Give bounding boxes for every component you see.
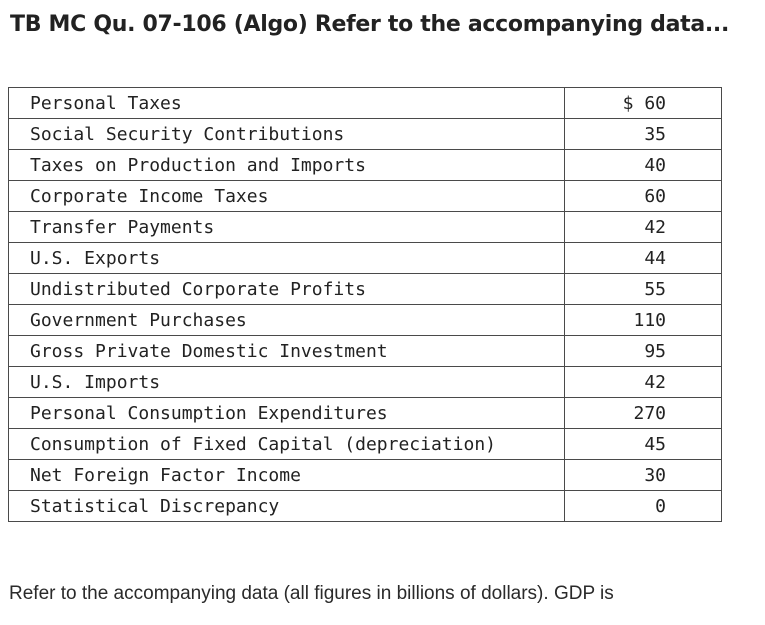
row-label: Transfer Payments <box>8 211 565 243</box>
row-label: Undistributed Corporate Profits <box>8 273 565 305</box>
row-label: Personal Consumption Expenditures <box>8 397 565 429</box>
data-table: Personal Taxes $ 60 Social Security Cont… <box>8 87 722 522</box>
row-value: 45 <box>564 428 722 460</box>
table-row: U.S. Imports 42 <box>8 366 722 398</box>
row-value: 40 <box>564 149 722 181</box>
row-label: Gross Private Domestic Investment <box>8 335 565 367</box>
row-label: U.S. Exports <box>8 242 565 274</box>
table-row: Statistical Discrepancy 0 <box>8 490 722 522</box>
table-row: Social Security Contributions 35 <box>8 118 722 150</box>
table-row: Taxes on Production and Imports 40 <box>8 149 722 181</box>
row-label: Consumption of Fixed Capital (depreciati… <box>8 428 565 460</box>
row-value: 55 <box>564 273 722 305</box>
row-label: Corporate Income Taxes <box>8 180 565 212</box>
row-value: $ 60 <box>564 87 722 119</box>
row-value: 44 <box>564 242 722 274</box>
table-row: Corporate Income Taxes 60 <box>8 180 722 212</box>
row-value: 270 <box>564 397 722 429</box>
row-value: 42 <box>564 366 722 398</box>
table-row: Undistributed Corporate Profits 55 <box>8 273 722 305</box>
row-label: Statistical Discrepancy <box>8 490 565 522</box>
row-label: Government Purchases <box>8 304 565 336</box>
table-row: Net Foreign Factor Income 30 <box>8 459 722 491</box>
row-value: 30 <box>564 459 722 491</box>
question-text: Refer to the accompanying data (all figu… <box>9 583 614 604</box>
table-row: Gross Private Domestic Investment 95 <box>8 335 722 367</box>
row-label: Taxes on Production and Imports <box>8 149 565 181</box>
row-value: 42 <box>564 211 722 243</box>
row-value: 60 <box>564 180 722 212</box>
table-row: Transfer Payments 42 <box>8 211 722 243</box>
table-row: Personal Taxes $ 60 <box>8 87 722 119</box>
table-row: Personal Consumption Expenditures 270 <box>8 397 722 429</box>
row-label: Personal Taxes <box>8 87 565 119</box>
row-label: U.S. Imports <box>8 366 565 398</box>
table-row: U.S. Exports 44 <box>8 242 722 274</box>
table-row: Consumption of Fixed Capital (depreciati… <box>8 428 722 460</box>
row-label: Net Foreign Factor Income <box>8 459 565 491</box>
row-label: Social Security Contributions <box>8 118 565 150</box>
row-value: 35 <box>564 118 722 150</box>
table-row: Government Purchases 110 <box>8 304 722 336</box>
question-title: TB MC Qu. 07-106 (Algo) Refer to the acc… <box>10 12 730 37</box>
row-value: 95 <box>564 335 722 367</box>
row-value: 0 <box>564 490 722 522</box>
row-value: 110 <box>564 304 722 336</box>
